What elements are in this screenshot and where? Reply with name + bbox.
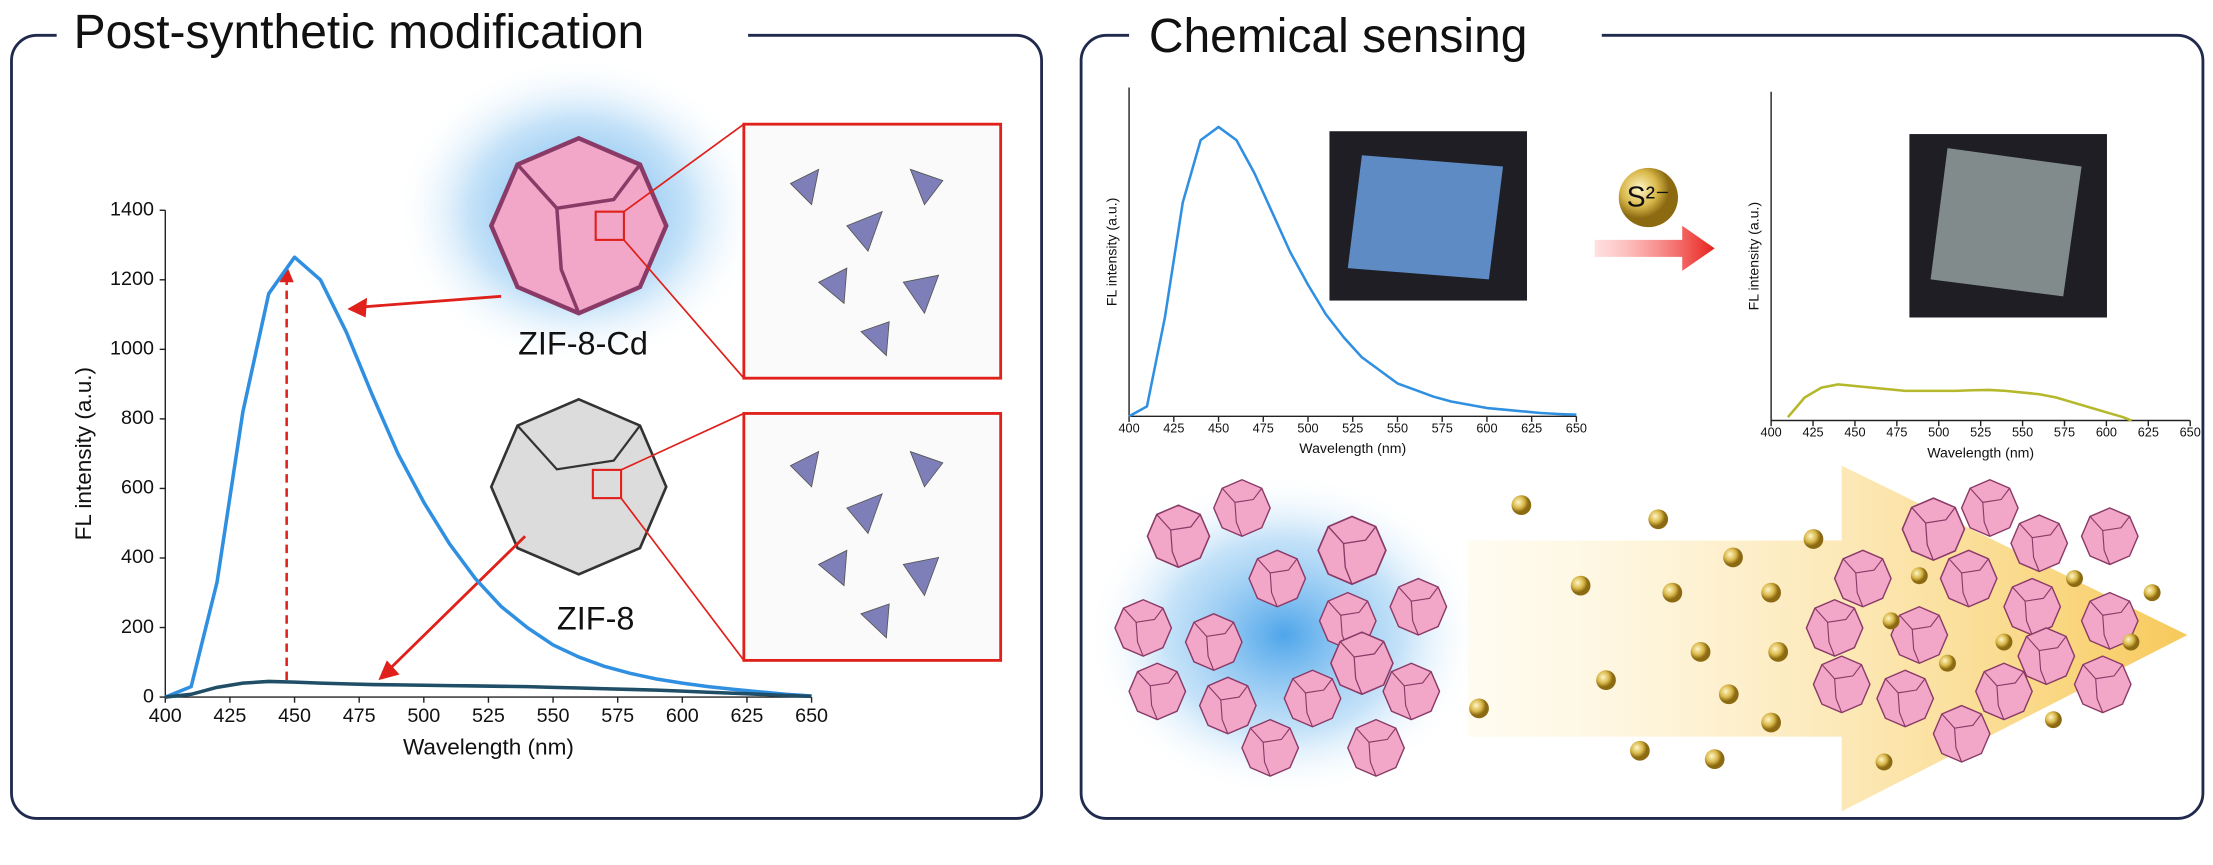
- x-tick-label: 400: [1118, 421, 1139, 435]
- x-tick-label: 550: [2012, 426, 2033, 440]
- sulfide-ball: [1618, 167, 1678, 228]
- zif-8-cd-crystal: [491, 138, 666, 313]
- panel-title: Post-synthetic modification: [74, 6, 645, 59]
- film-photo: [1930, 148, 2082, 297]
- x-tick-label: 625: [730, 705, 763, 727]
- zif-8-crystal: [489, 397, 668, 576]
- x-tick-label: 550: [537, 705, 570, 727]
- charts: 400 425 450 475 500 525 550 575 600 625 650 0 200 400…: [71, 87, 2201, 759]
- y-tick-label: 800: [121, 407, 154, 429]
- panel-title: Chemical sensing: [1149, 10, 1528, 63]
- x-tick-label: 650: [2180, 426, 2201, 440]
- reaction-arrow: [1594, 225, 1715, 271]
- sulfide-balls: [1469, 495, 2161, 771]
- pointer-arrow: [383, 535, 527, 676]
- panel-frame: [1079, 33, 2205, 820]
- zoom-line: [620, 123, 745, 661]
- framework-structure: [789, 168, 944, 639]
- film-photo: [1347, 155, 1504, 280]
- title-backdrop: [1129, 7, 1602, 64]
- pointer-arrow: [352, 294, 502, 310]
- x-tick-label: 425: [1802, 426, 1823, 440]
- x-tick-label: 475: [343, 705, 376, 727]
- series-line: [1786, 383, 2133, 422]
- crystal-label: ZIF-8: [557, 600, 634, 636]
- x-tick-label: 400: [1761, 426, 1782, 440]
- title-backdrop: [56, 7, 749, 64]
- y-axis-label: FL intensity (a.u.): [71, 367, 96, 540]
- y-tick-label: 1000: [110, 338, 154, 360]
- x-tick-label: 575: [601, 705, 634, 727]
- x-tick-label: 425: [1163, 421, 1184, 435]
- x-tick-label: 500: [1928, 426, 1949, 440]
- x-axis-label: Wavelength (nm): [403, 734, 574, 759]
- arrow-head: [347, 297, 368, 318]
- y-tick-label: 400: [121, 546, 154, 568]
- arrow-head: [279, 265, 294, 283]
- x-tick-label: 525: [472, 705, 505, 727]
- x-tick-label: 600: [666, 705, 699, 727]
- ion-label: S²⁻: [1627, 180, 1670, 212]
- x-tick-label: 600: [2096, 426, 2117, 440]
- x-tick-label: 575: [1432, 421, 1453, 435]
- y-tick-label: 200: [121, 616, 154, 638]
- x-tick-label: 500: [1297, 421, 1318, 435]
- zoom-box: [594, 210, 625, 241]
- y-tick-label: 1400: [110, 198, 154, 220]
- x-tick-label: 425: [213, 705, 246, 727]
- x-tick-label: 500: [407, 705, 440, 727]
- arrow-head: [378, 660, 400, 681]
- x-tick-label: 600: [1476, 421, 1497, 435]
- x-tick-label: 525: [1970, 426, 1991, 440]
- series-line: [1128, 125, 1577, 418]
- x-axis-label: Wavelength (nm): [1299, 440, 1406, 456]
- zoom-box: [591, 468, 623, 500]
- x-tick-label: 450: [1208, 421, 1229, 435]
- x-tick-label: 475: [1253, 421, 1274, 435]
- x-tick-label: 625: [1521, 421, 1542, 435]
- y-tick-label: 1200: [110, 268, 154, 290]
- y-axis-label: FL intensity (a.u.): [1746, 202, 1762, 310]
- series-line: [165, 679, 812, 699]
- x-tick-label: 575: [2054, 426, 2075, 440]
- x-tick-label: 400: [149, 705, 182, 727]
- x-tick-label: 650: [1566, 421, 1587, 435]
- x-tick-label: 525: [1342, 421, 1363, 435]
- x-tick-label: 625: [2138, 426, 2159, 440]
- x-tick-label: 450: [278, 705, 311, 727]
- x-tick-label: 475: [1886, 426, 1907, 440]
- x-tick-label: 550: [1387, 421, 1408, 435]
- x-tick-label: 450: [1844, 426, 1865, 440]
- crystal-label: ZIF-8-Cd: [518, 325, 648, 361]
- series-line: [164, 255, 812, 699]
- x-tick-label: 650: [795, 705, 828, 727]
- y-axis-label: FL intensity (a.u.): [1103, 198, 1119, 306]
- y-tick-label: 600: [121, 477, 154, 499]
- y-tick-label: 0: [143, 685, 154, 707]
- x-axis-label: Wavelength (nm): [1927, 444, 2034, 460]
